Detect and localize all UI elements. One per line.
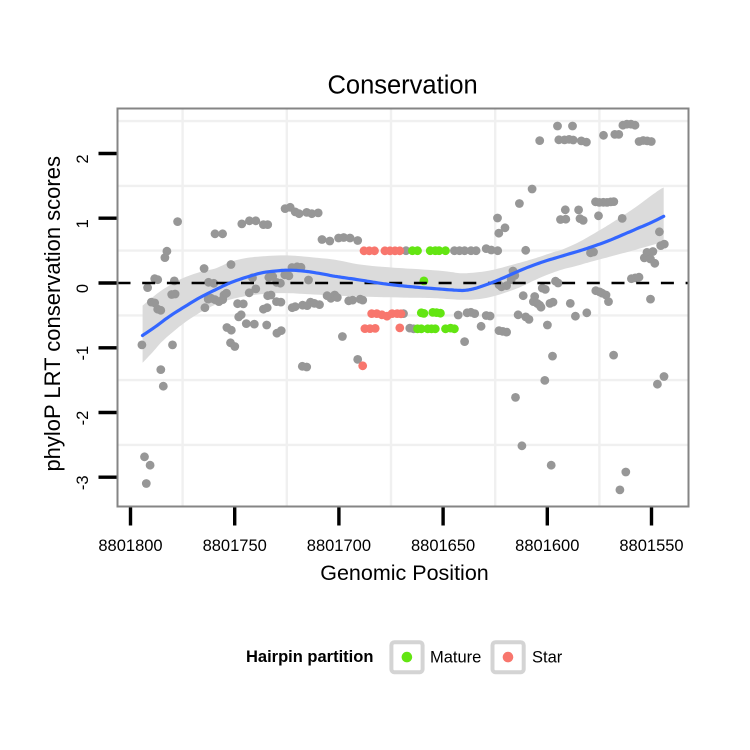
- svg-text:8801700: 8801700: [307, 537, 371, 555]
- svg-text:phyloP LRT conservation scores: phyloP LRT conservation scores: [40, 156, 65, 472]
- svg-text:8801550: 8801550: [619, 537, 683, 555]
- svg-text:Genomic Position: Genomic Position: [320, 561, 489, 585]
- svg-text:-3: -3: [74, 475, 92, 490]
- svg-text:1: 1: [74, 219, 92, 228]
- svg-text:Hairpin partition: Hairpin partition: [246, 648, 373, 666]
- svg-text:8801750: 8801750: [203, 537, 267, 555]
- svg-text:Star: Star: [532, 649, 563, 667]
- svg-text:Mature: Mature: [430, 649, 481, 667]
- svg-text:8801600: 8801600: [515, 537, 579, 555]
- svg-text:8801650: 8801650: [411, 537, 475, 555]
- svg-text:0: 0: [74, 284, 92, 293]
- svg-text:-2: -2: [74, 411, 92, 426]
- svg-text:-1: -1: [74, 346, 92, 361]
- svg-text:2: 2: [74, 154, 92, 163]
- svg-text:Conservation: Conservation: [327, 72, 477, 100]
- svg-text:8801800: 8801800: [98, 537, 162, 555]
